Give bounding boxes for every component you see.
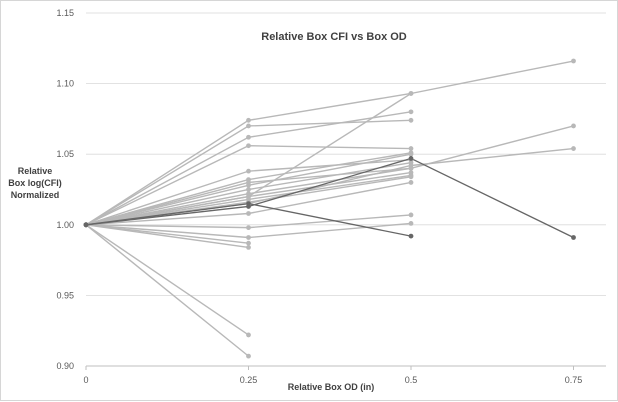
data-point-d2: [83, 222, 89, 228]
x-tick-label: 0.5: [405, 375, 418, 385]
x-axis-title: Relative Box OD (in): [288, 382, 375, 392]
series-line-s14: [85, 60, 574, 226]
data-point-s14: [571, 58, 576, 64]
data-point-s22: [246, 353, 251, 359]
data-point-s3: [408, 109, 414, 115]
y-tick-label: 0.90: [56, 361, 74, 371]
data-point-d2: [246, 201, 251, 207]
data-point-s14: [246, 194, 251, 199]
y-tick-label: 1.05: [56, 149, 74, 159]
y-tick-label: 1.00: [56, 220, 74, 230]
data-point-s17: [408, 212, 414, 218]
data-point-s5: [246, 168, 251, 174]
data-point-s13: [408, 180, 414, 185]
data-point-s13: [246, 211, 251, 216]
tick-labels: 0.90 0.95 1.00 1.05 1.10 1.15 0 0.25 0.5 0.75: [56, 8, 582, 385]
data-point-s18: [408, 220, 414, 226]
data-point-s4: [246, 143, 251, 149]
y-tick-label: 1.15: [56, 8, 74, 18]
data-point-s18: [246, 235, 251, 240]
data-point-s16: [571, 146, 576, 151]
chart-title: Relative Box CFI vs Box OD: [261, 31, 407, 43]
data-point-s14: [408, 91, 414, 96]
data-point-s8: [246, 187, 251, 192]
data-point-s3: [246, 134, 251, 140]
data-point-d1: [408, 156, 414, 161]
y-axis-title-line-1: Relative: [18, 166, 53, 176]
series-lines: [85, 60, 574, 357]
data-point-s2: [246, 123, 251, 129]
data-point-s15: [246, 180, 251, 185]
x-tick-label: 0.75: [565, 375, 583, 385]
series-line-s20: [85, 224, 249, 249]
axes: [85, 365, 606, 370]
x-tick-label: 0.25: [240, 375, 258, 385]
data-point-d1: [571, 235, 576, 240]
data-point-s12: [408, 174, 414, 180]
data-point-s16: [408, 163, 414, 168]
data-point-s21: [246, 332, 251, 338]
data-point-s20: [246, 244, 251, 250]
x-tick-label: 0: [83, 375, 88, 385]
y-axis-title-line-2: Box log(CFI): [8, 178, 62, 188]
series-line-s15: [85, 125, 574, 226]
data-point-s17: [246, 225, 251, 231]
data-point-d2: [408, 233, 414, 239]
gridlines: [86, 12, 606, 296]
series-points: [83, 58, 576, 359]
series-line-s21: [85, 224, 249, 336]
data-point-s4: [408, 146, 414, 151]
data-point-s19: [246, 240, 251, 246]
data-point-s2: [408, 117, 414, 123]
series-line-d1: [85, 157, 574, 239]
y-tick-label: 0.95: [56, 290, 74, 300]
data-point-s15: [571, 123, 576, 129]
series-line-s22: [85, 224, 249, 357]
y-axis-title-line-3: Normalized: [11, 190, 60, 200]
data-point-s7: [408, 151, 414, 157]
data-point-s1: [246, 117, 251, 123]
y-tick-label: 1.10: [56, 79, 74, 89]
